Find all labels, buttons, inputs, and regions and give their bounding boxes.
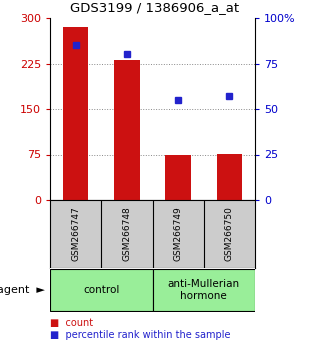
Text: agent  ►: agent ► [0, 285, 45, 295]
Bar [63, 27, 88, 200]
Text: control: control [83, 285, 119, 295]
Text: GSM266748: GSM266748 [122, 207, 131, 261]
Bar [114, 61, 140, 200]
Text: GSM266747: GSM266747 [71, 207, 80, 261]
Text: ■  count: ■ count [50, 318, 93, 328]
Bar [217, 154, 242, 200]
Text: GSM266749: GSM266749 [174, 207, 183, 261]
Text: GDS3199 / 1386906_a_at: GDS3199 / 1386906_a_at [70, 1, 240, 14]
Bar [153, 269, 255, 311]
Text: ■  percentile rank within the sample: ■ percentile rank within the sample [50, 330, 231, 340]
Text: anti-Mullerian
hormone: anti-Mullerian hormone [168, 279, 240, 301]
Bar [50, 269, 153, 311]
Bar [165, 154, 191, 200]
Text: GSM266750: GSM266750 [225, 207, 234, 262]
